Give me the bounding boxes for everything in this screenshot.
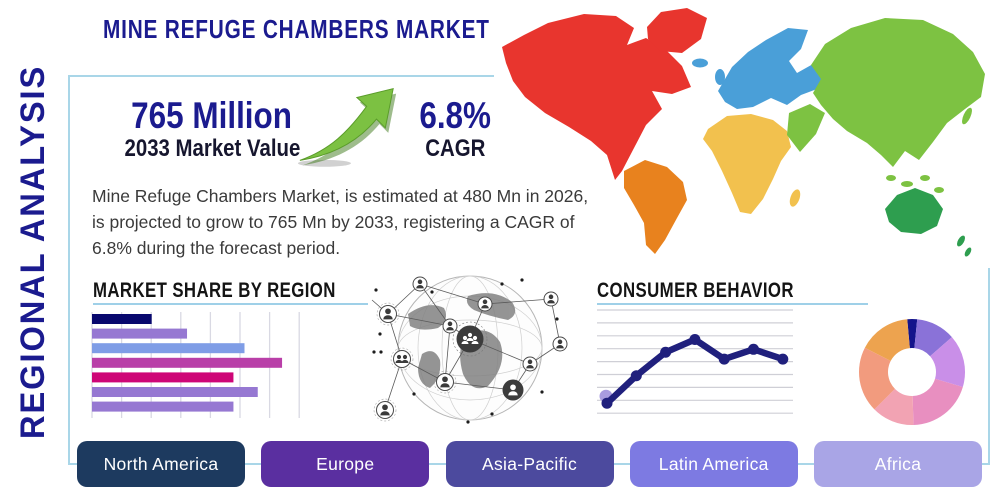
market-value-text: 765 Million xyxy=(131,95,293,136)
cagr-label: CAGR xyxy=(400,135,510,163)
market-value-label: 2033 Market Value xyxy=(92,135,332,163)
page-title-text: MINE REFUGE CHAMBERS MARKET xyxy=(103,14,490,44)
consumer-behavior-underline xyxy=(597,303,868,305)
map-island xyxy=(886,175,896,181)
map-new-zealand xyxy=(957,235,965,247)
map-asia xyxy=(811,18,985,167)
map-japan xyxy=(962,107,972,125)
map-island xyxy=(901,181,913,187)
network-lines xyxy=(371,283,561,411)
page-title: MINE REFUGE CHAMBERS MARKET xyxy=(103,14,586,45)
cagr-label-text: CAGR xyxy=(424,135,486,162)
consumer-behavior-heading-text: CONSUMER BEHAVIOR xyxy=(597,279,794,302)
market-value-label-text: 2033 Market Value xyxy=(124,135,300,162)
map-iceland xyxy=(692,58,708,68)
market-share-underline xyxy=(93,303,368,305)
map-middle-east xyxy=(787,104,825,152)
market-value-stat: 765 Million xyxy=(92,95,332,137)
map-greenland xyxy=(647,8,707,53)
world-map-svg xyxy=(502,8,985,257)
network-dots xyxy=(372,278,559,424)
market-share-bar-chart xyxy=(91,312,300,418)
region-donut-chart xyxy=(859,319,965,425)
world-map xyxy=(494,0,1000,268)
region-button-north-america[interactable]: North America xyxy=(77,441,245,487)
consumer-behavior-line-chart xyxy=(597,309,793,414)
map-north-america xyxy=(502,14,691,180)
map-europe xyxy=(718,28,825,109)
map-island xyxy=(920,175,930,181)
map-island xyxy=(934,187,944,193)
market-description: Mine Refuge Chambers Market, is estimate… xyxy=(92,186,589,258)
growth-arrow-icon xyxy=(297,87,397,167)
people-nodes xyxy=(373,276,568,422)
region-button-europe[interactable]: Europe xyxy=(261,441,430,487)
region-buttons-row: North America Europe Asia-Pacific Latin … xyxy=(77,441,982,487)
map-uk xyxy=(715,69,725,85)
region-button-asia-pacific[interactable]: Asia-Pacific xyxy=(445,441,614,487)
cagr-value-text: 6.8% xyxy=(419,95,491,136)
map-south-america xyxy=(624,160,687,254)
market-share-heading-text: MARKET SHARE BY REGION xyxy=(93,279,336,302)
regional-analysis-vertical-label: REGIONAL ANALYSIS xyxy=(14,64,52,440)
map-australia xyxy=(885,188,943,234)
cagr-stat: 6.8% xyxy=(400,95,510,137)
map-new-zealand xyxy=(964,247,972,257)
region-button-africa[interactable]: Africa xyxy=(814,441,982,487)
region-button-latin-america[interactable]: Latin America xyxy=(629,441,798,487)
map-madagascar xyxy=(789,189,801,207)
consumer-behavior-heading: CONSUMER BEHAVIOR xyxy=(597,279,843,303)
market-share-heading: MARKET SHARE BY REGION xyxy=(93,279,396,303)
map-africa xyxy=(703,114,791,214)
globe-network-graphic xyxy=(371,275,568,424)
